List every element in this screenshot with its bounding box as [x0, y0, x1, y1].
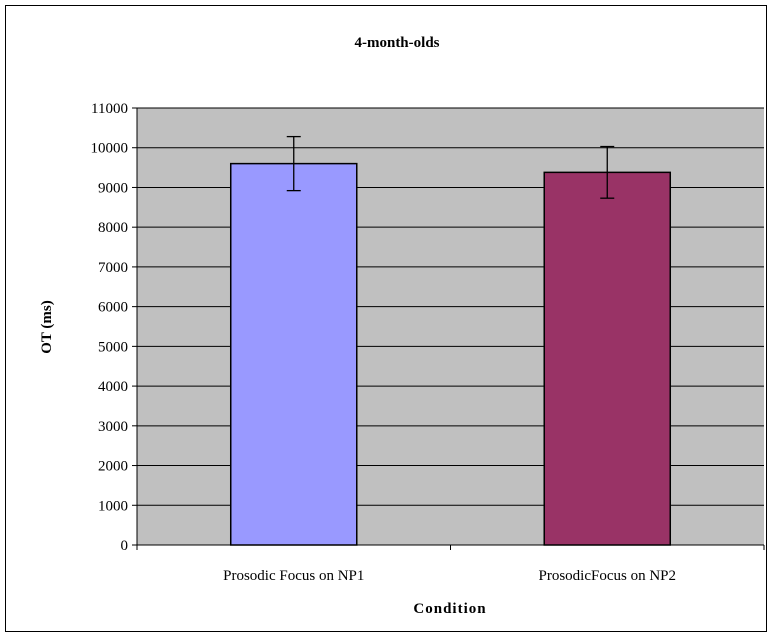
- y-axis-title: OT (ms): [39, 300, 55, 353]
- y-tick-label: 3000: [98, 419, 128, 435]
- y-tick-label: 11000: [91, 101, 128, 117]
- y-tick-label: 9000: [98, 180, 128, 196]
- bar: [543, 171, 672, 546]
- y-tick-label: 0: [121, 538, 129, 554]
- x-axis-title: Condition: [413, 601, 486, 617]
- bars: [229, 162, 672, 546]
- y-tick-label: 10000: [91, 141, 129, 157]
- error-bars: [286, 135, 615, 199]
- x-tick-label: ProsodicFocus on NP2: [538, 568, 676, 584]
- x-ticks: Prosodic Focus on NP1 ProsodicFocus on NP…: [136, 545, 765, 584]
- y-tick-label: 5000: [98, 339, 128, 355]
- y-tick-label: 6000: [98, 300, 128, 316]
- chart-title: 4-month-olds: [354, 35, 439, 51]
- y-tick-label: 7000: [98, 260, 128, 276]
- y-tick-label: 8000: [98, 220, 128, 236]
- y-tick-label: 4000: [98, 379, 128, 395]
- y-ticks: 0 1000 2000 3000 4000 5000 6000 7000 8000 9000 100…: [91, 101, 137, 554]
- bar: [229, 162, 358, 546]
- y-tick-label: 2000: [98, 459, 128, 475]
- x-tick-label: Prosodic Focus on NP1: [223, 568, 364, 584]
- y-tick-label: 1000: [98, 498, 128, 514]
